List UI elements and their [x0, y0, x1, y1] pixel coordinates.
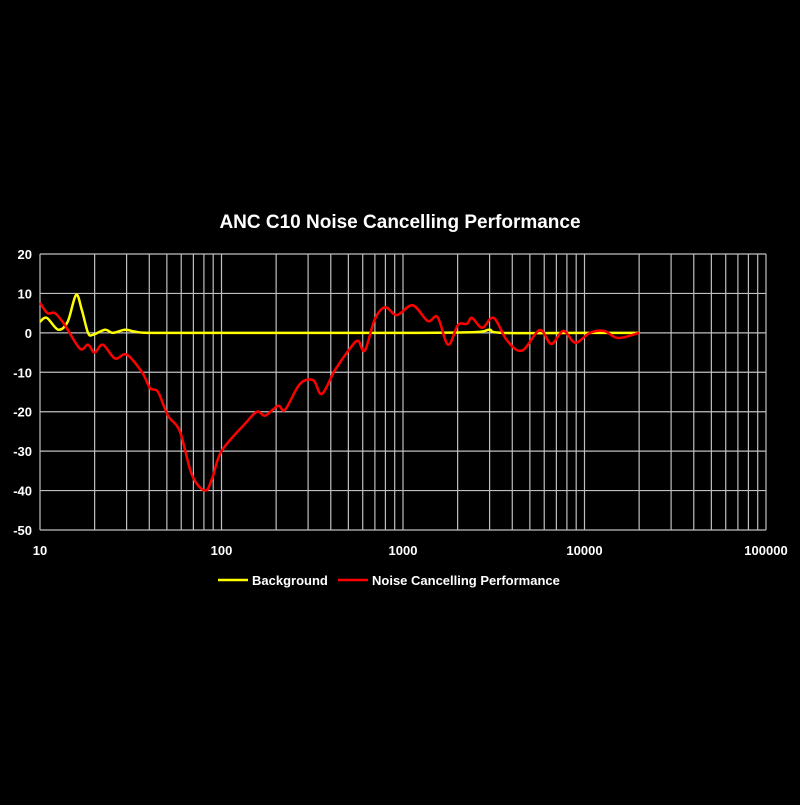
chart-title: ANC C10 Noise Cancelling Performance — [219, 212, 580, 233]
x-tick-label: 100000 — [744, 543, 787, 558]
y-tick-label: -50 — [13, 523, 32, 538]
legend: Background Noise Cancelling Performance — [218, 573, 560, 588]
series-lines — [38, 293, 640, 492]
y-tick-label: 10 — [18, 286, 32, 301]
x-tick-label: 1000 — [389, 543, 418, 558]
y-tick-label: 20 — [18, 247, 32, 262]
y-tick-label: -30 — [13, 444, 32, 459]
x-tick-labels: 10 100 1000 10000 100000 — [33, 543, 788, 558]
grid — [39, 253, 767, 531]
y-tick-labels: 20 10 0 -10 -20 -30 -40 -50 — [13, 247, 32, 538]
y-tick-label: -40 — [13, 484, 32, 499]
y-tick-label: -10 — [13, 365, 32, 380]
y-tick-label: -20 — [13, 405, 32, 420]
legend-label-background: Background — [252, 573, 328, 588]
y-tick-label: 0 — [25, 326, 32, 341]
series-line-noise-cancelling-performance — [38, 302, 640, 492]
legend-label-noise-cancelling: Noise Cancelling Performance — [372, 573, 560, 588]
series-line-background — [39, 293, 640, 337]
x-tick-label: 10000 — [566, 543, 602, 558]
x-tick-label: 100 — [211, 543, 233, 558]
x-tick-label: 10 — [33, 543, 47, 558]
